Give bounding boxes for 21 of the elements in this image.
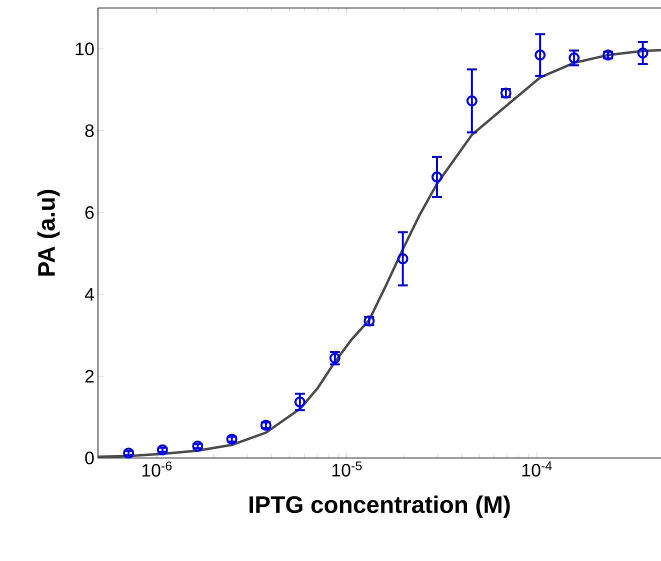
y-tick-label: 10	[76, 42, 94, 56]
x-tick-label: 10$^{-6}$	[142, 462, 172, 477]
y-tick-label: 6	[85, 206, 94, 219]
y-tick-label: 4	[84, 288, 94, 301]
point	[294, 396, 306, 408]
point	[431, 171, 442, 182]
point	[568, 52, 580, 64]
point	[637, 48, 648, 58]
y-axis-title: PA (a.u)	[37, 190, 60, 276]
y-tick-label: 0	[85, 452, 94, 464]
point	[397, 253, 408, 264]
y-tick-label: 8	[85, 124, 94, 138]
x-tick-label: 10$^{-4}$	[522, 462, 552, 477]
x-tick-label: 10$^{-5}$	[332, 462, 362, 477]
point	[466, 95, 478, 106]
point	[534, 50, 546, 61]
point	[156, 444, 168, 456]
point	[123, 448, 134, 459]
x-axis-title: IPTG concentration (M)	[250, 496, 510, 518]
y-tick-label: 2	[85, 370, 94, 382]
point	[192, 440, 204, 452]
